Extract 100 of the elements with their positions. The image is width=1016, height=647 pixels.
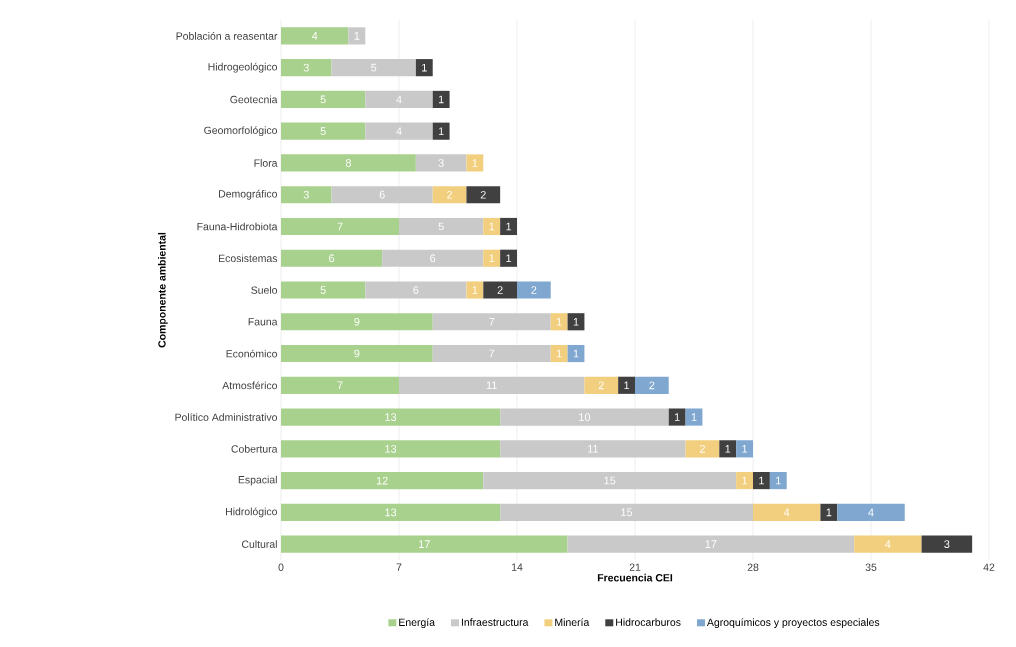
bar	[281, 27, 349, 45]
bar	[415, 154, 467, 172]
y-tick-label: Espacial	[238, 475, 277, 486]
bar	[769, 472, 787, 490]
data-label: 1	[506, 222, 512, 231]
data-label: 9	[354, 349, 360, 358]
legend-label: Minería	[555, 618, 590, 627]
bar	[635, 376, 669, 394]
data-label: 1	[624, 381, 630, 390]
y-tick-label: Población a reasentar	[176, 31, 278, 40]
bar	[837, 503, 905, 521]
data-label: 9	[354, 317, 360, 326]
bar	[820, 503, 838, 521]
data-label: 4	[885, 540, 891, 548]
bar	[382, 249, 484, 267]
data-label: 5	[320, 286, 326, 294]
y-tick-label: Suelo	[251, 286, 278, 294]
bar	[500, 440, 686, 458]
data-label: 4	[311, 32, 318, 40]
data-label: 1	[826, 508, 832, 517]
bar	[517, 281, 551, 299]
x-tick-label: 35	[865, 563, 877, 571]
bar	[399, 217, 484, 236]
bar	[584, 376, 619, 394]
data-label: 1	[556, 349, 562, 358]
data-label: 1	[759, 476, 764, 485]
bar	[466, 186, 501, 204]
bar	[281, 122, 366, 140]
y-tick-label: Ecosistemas	[219, 254, 278, 263]
y-tick-label: Demográfico	[219, 189, 278, 200]
data-label: 1	[742, 476, 748, 485]
bar	[500, 408, 669, 426]
data-label: 2	[699, 445, 705, 453]
data-label: 7	[337, 222, 343, 231]
bar	[415, 59, 433, 77]
data-label: 1	[674, 413, 680, 421]
bar	[399, 376, 585, 394]
data-label: 6	[329, 254, 335, 263]
data-label: 4	[783, 508, 790, 517]
y-axis-title: Componente ambiental	[157, 232, 168, 348]
bar	[331, 59, 416, 77]
bar	[281, 154, 416, 172]
bar	[281, 249, 383, 267]
bar	[753, 472, 770, 490]
bar	[483, 249, 501, 267]
bar	[281, 440, 501, 458]
bar	[550, 344, 568, 363]
bar	[281, 503, 501, 521]
bar	[281, 472, 484, 490]
x-axis-title: Frecuencia CEI	[597, 573, 673, 582]
bar	[550, 313, 568, 331]
y-tick-label: Atmosférico	[222, 381, 278, 390]
x-tick-label: 0	[278, 563, 284, 571]
y-tick-label: Hidrogeológico	[208, 62, 278, 73]
data-label: 13	[385, 444, 397, 453]
data-label: 2	[649, 381, 655, 390]
data-label: 13	[385, 413, 397, 421]
legend-label: Infraestructura	[461, 618, 529, 626]
bar	[365, 90, 433, 108]
data-label: 1	[438, 95, 444, 104]
bar	[281, 59, 332, 77]
data-label: 17	[419, 540, 430, 548]
bar	[331, 186, 433, 204]
data-label: 1	[691, 413, 697, 421]
bar	[281, 376, 399, 394]
bar	[483, 281, 517, 299]
data-label: 1	[776, 476, 781, 485]
bar	[281, 90, 366, 108]
data-label: 1	[506, 254, 512, 263]
legend-label: Agroquímicos y proyectos especiales	[706, 618, 880, 629]
data-label: 8	[345, 159, 351, 167]
data-label: 5	[320, 95, 326, 104]
bar	[854, 535, 922, 553]
data-label: 1	[725, 445, 731, 453]
bar	[432, 90, 450, 108]
data-label: 1	[573, 318, 579, 326]
bar	[365, 122, 433, 140]
data-label: 1	[438, 127, 444, 135]
data-label: 12	[376, 476, 388, 485]
y-tick-label: Fauna-Hidrobiota	[197, 222, 278, 231]
bar	[753, 503, 821, 521]
bar	[736, 472, 754, 490]
bar	[281, 186, 332, 204]
bar	[466, 154, 484, 172]
data-label: 1	[489, 222, 495, 231]
data-label: 2	[598, 381, 604, 390]
bar	[432, 313, 551, 331]
bar	[668, 408, 686, 426]
x-tick-label: 7	[396, 563, 402, 571]
y-tick-label: Político Administrativo	[175, 413, 278, 421]
y-tick-label: Económico	[226, 349, 278, 358]
data-label: 5	[320, 127, 326, 136]
data-label: 4	[868, 508, 874, 517]
bar	[281, 217, 399, 236]
x-tick-label: 42	[983, 563, 995, 571]
data-label: 1	[422, 63, 427, 72]
data-label: 1	[489, 254, 495, 263]
data-label: 1	[742, 445, 748, 453]
y-tick-label: Hidrológico	[226, 507, 278, 518]
data-label: 1	[472, 159, 478, 167]
